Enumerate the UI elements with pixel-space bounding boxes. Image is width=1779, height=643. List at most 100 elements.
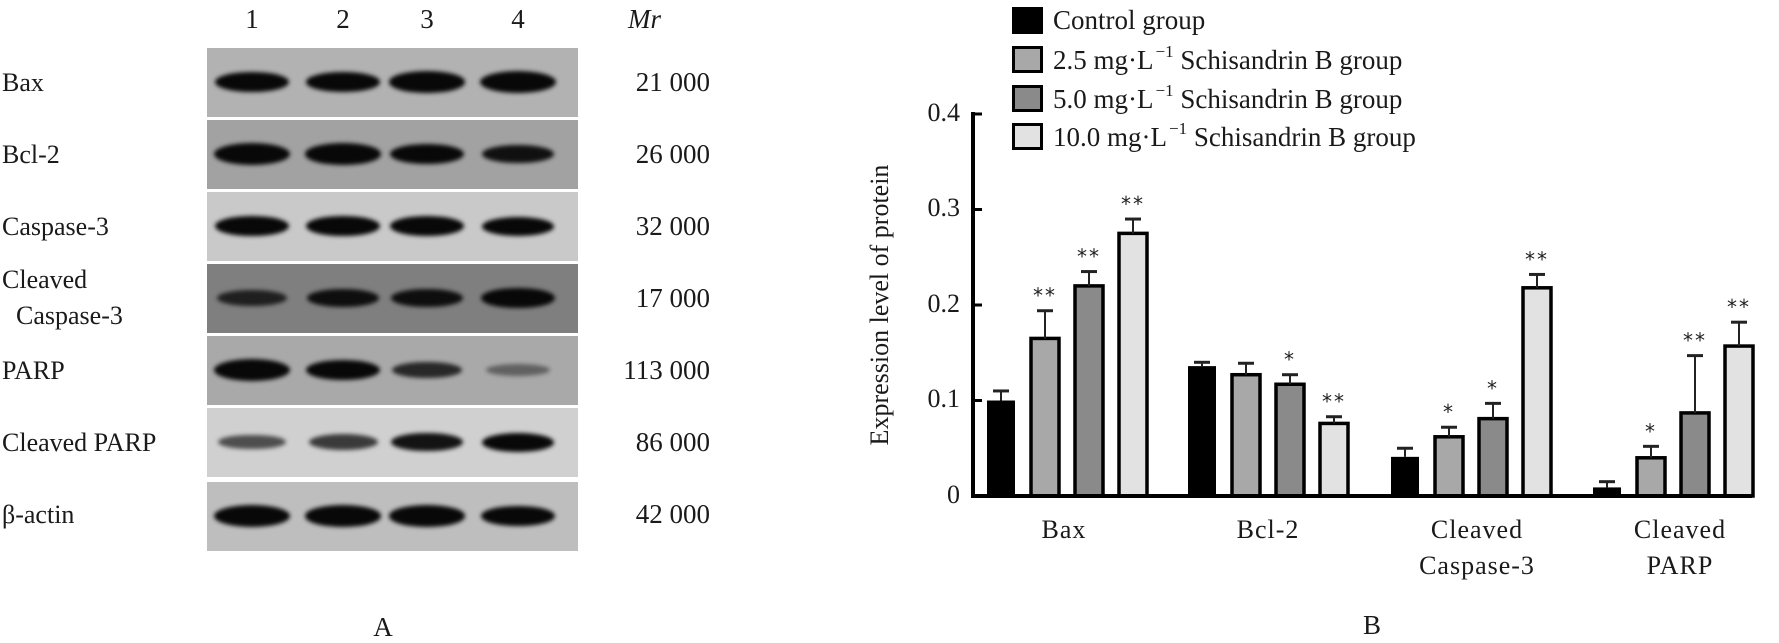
significance-marker: * bbox=[1284, 348, 1296, 372]
legend-label: 2.5 mg·L −1 Schisandrin B group bbox=[1053, 42, 1403, 75]
protein-band bbox=[481, 216, 555, 236]
row-label-caspase3: Caspase-3 bbox=[2, 212, 109, 241]
bar bbox=[1029, 336, 1061, 498]
bar bbox=[987, 400, 1015, 496]
blot-strip-cleaved-caspase3 bbox=[207, 264, 578, 333]
blot-strip-bax bbox=[207, 48, 578, 117]
protein-band bbox=[217, 289, 287, 307]
bar bbox=[1073, 284, 1105, 498]
x-category-label: Cleaved PARP bbox=[1633, 515, 1727, 580]
protein-band bbox=[218, 434, 286, 450]
significance-marker: ** bbox=[1727, 295, 1751, 319]
significance-marker: * bbox=[1645, 419, 1657, 443]
mr-value: 17 000 bbox=[635, 283, 710, 313]
mr-value: 113 000 bbox=[623, 355, 710, 385]
row-label-parp: PARP bbox=[2, 356, 65, 385]
legend-label: 10.0 mg·L −1 Schisandrin B group bbox=[1053, 119, 1416, 152]
bar bbox=[1391, 456, 1419, 496]
x-category-label: Bcl-2 bbox=[1236, 515, 1300, 544]
row-label-beta-actin: β-actin bbox=[2, 500, 75, 529]
bar bbox=[1679, 411, 1711, 498]
protein-band bbox=[480, 505, 556, 527]
protein-band bbox=[480, 71, 556, 93]
protein-band bbox=[308, 434, 378, 450]
panel-label-b: B bbox=[1362, 610, 1382, 640]
blot-strip-parp bbox=[207, 336, 578, 405]
legend-item-control: Control group bbox=[1012, 4, 1206, 35]
significance-marker: ** bbox=[1683, 329, 1707, 353]
protein-band bbox=[214, 505, 290, 527]
row-label-bcl2: Bcl-2 bbox=[2, 140, 60, 169]
legend-swatch bbox=[1012, 6, 1043, 34]
legend-label: Control group bbox=[1053, 4, 1206, 35]
bar bbox=[1318, 421, 1350, 498]
blot-strip-cleaved-parp bbox=[207, 408, 578, 477]
protein-band bbox=[389, 505, 465, 527]
mr-value: 21 000 bbox=[635, 67, 710, 97]
y-tick-label: 0.2 bbox=[927, 289, 961, 318]
row-label-cleaved-parp: Cleaved PARP bbox=[2, 428, 157, 457]
protein-band bbox=[307, 288, 379, 308]
row-label-bax: Bax bbox=[2, 68, 44, 97]
bar bbox=[1188, 366, 1216, 496]
protein-band bbox=[480, 287, 556, 309]
bar bbox=[1274, 382, 1306, 498]
significance-marker: * bbox=[1487, 376, 1499, 400]
lane-number: 4 bbox=[511, 4, 525, 34]
mr-value: 42 000 bbox=[635, 499, 710, 529]
y-tick-label: 0.1 bbox=[927, 384, 961, 413]
row-label-line: Caspase-3 bbox=[16, 301, 123, 330]
protein-band bbox=[214, 215, 290, 237]
legend-item-5-0mg: 5.0 mg·L −1 Schisandrin B group bbox=[1012, 81, 1403, 114]
y-tick-label: 0.4 bbox=[927, 98, 961, 127]
protein-band bbox=[305, 215, 381, 237]
protein-band bbox=[392, 361, 462, 379]
protein-band bbox=[305, 143, 381, 165]
protein-band bbox=[485, 363, 551, 377]
panel-label-a: A bbox=[373, 612, 393, 642]
legend-swatch bbox=[1012, 122, 1043, 150]
significance-marker: ** bbox=[1077, 245, 1101, 269]
blot-strip-caspase3 bbox=[207, 192, 578, 261]
significance-marker: ** bbox=[1322, 390, 1346, 414]
protein-band bbox=[390, 215, 464, 237]
protein-band bbox=[214, 143, 290, 165]
mr-value: 26 000 bbox=[635, 139, 710, 169]
protein-band bbox=[390, 143, 464, 165]
lane-number: 2 bbox=[336, 4, 350, 34]
bar bbox=[1117, 231, 1149, 498]
x-category-label: Bax bbox=[1041, 515, 1087, 544]
y-tick-label: 0.3 bbox=[927, 193, 961, 222]
significance-marker: ** bbox=[1525, 247, 1549, 271]
bar bbox=[1723, 344, 1755, 498]
lane-number: 1 bbox=[245, 4, 259, 34]
protein-band bbox=[389, 71, 465, 93]
x-category-label: Cleaved Caspase-3 bbox=[1419, 515, 1535, 580]
protein-band bbox=[214, 71, 290, 93]
blot-strip-beta-actin bbox=[207, 482, 578, 551]
bar bbox=[1593, 487, 1621, 496]
significance-marker: * bbox=[1443, 400, 1455, 424]
legend-item-2-5mg: 2.5 mg·L −1 Schisandrin B group bbox=[1012, 42, 1403, 75]
mr-value: 86 000 bbox=[635, 427, 710, 457]
row-label-line: Cleaved bbox=[2, 265, 88, 294]
legend-label: 5.0 mg·L −1 Schisandrin B group bbox=[1053, 81, 1403, 114]
significance-marker: ** bbox=[1033, 284, 1057, 308]
blot-strip-bcl2 bbox=[207, 120, 578, 189]
bar bbox=[1521, 286, 1553, 498]
bar bbox=[1477, 416, 1509, 498]
protein-band bbox=[391, 432, 463, 452]
legend-swatch bbox=[1012, 45, 1043, 73]
protein-band bbox=[214, 359, 290, 381]
protein-band bbox=[306, 72, 380, 92]
lane-number: 3 bbox=[420, 4, 434, 34]
y-tick-label: 0 bbox=[947, 480, 960, 509]
bar bbox=[1433, 435, 1465, 498]
mr-column-header: Mr bbox=[628, 4, 661, 34]
bar bbox=[1635, 456, 1667, 498]
protein-band bbox=[305, 505, 381, 527]
legend-swatch bbox=[1012, 84, 1043, 112]
protein-band bbox=[482, 144, 554, 164]
protein-band bbox=[306, 359, 380, 381]
